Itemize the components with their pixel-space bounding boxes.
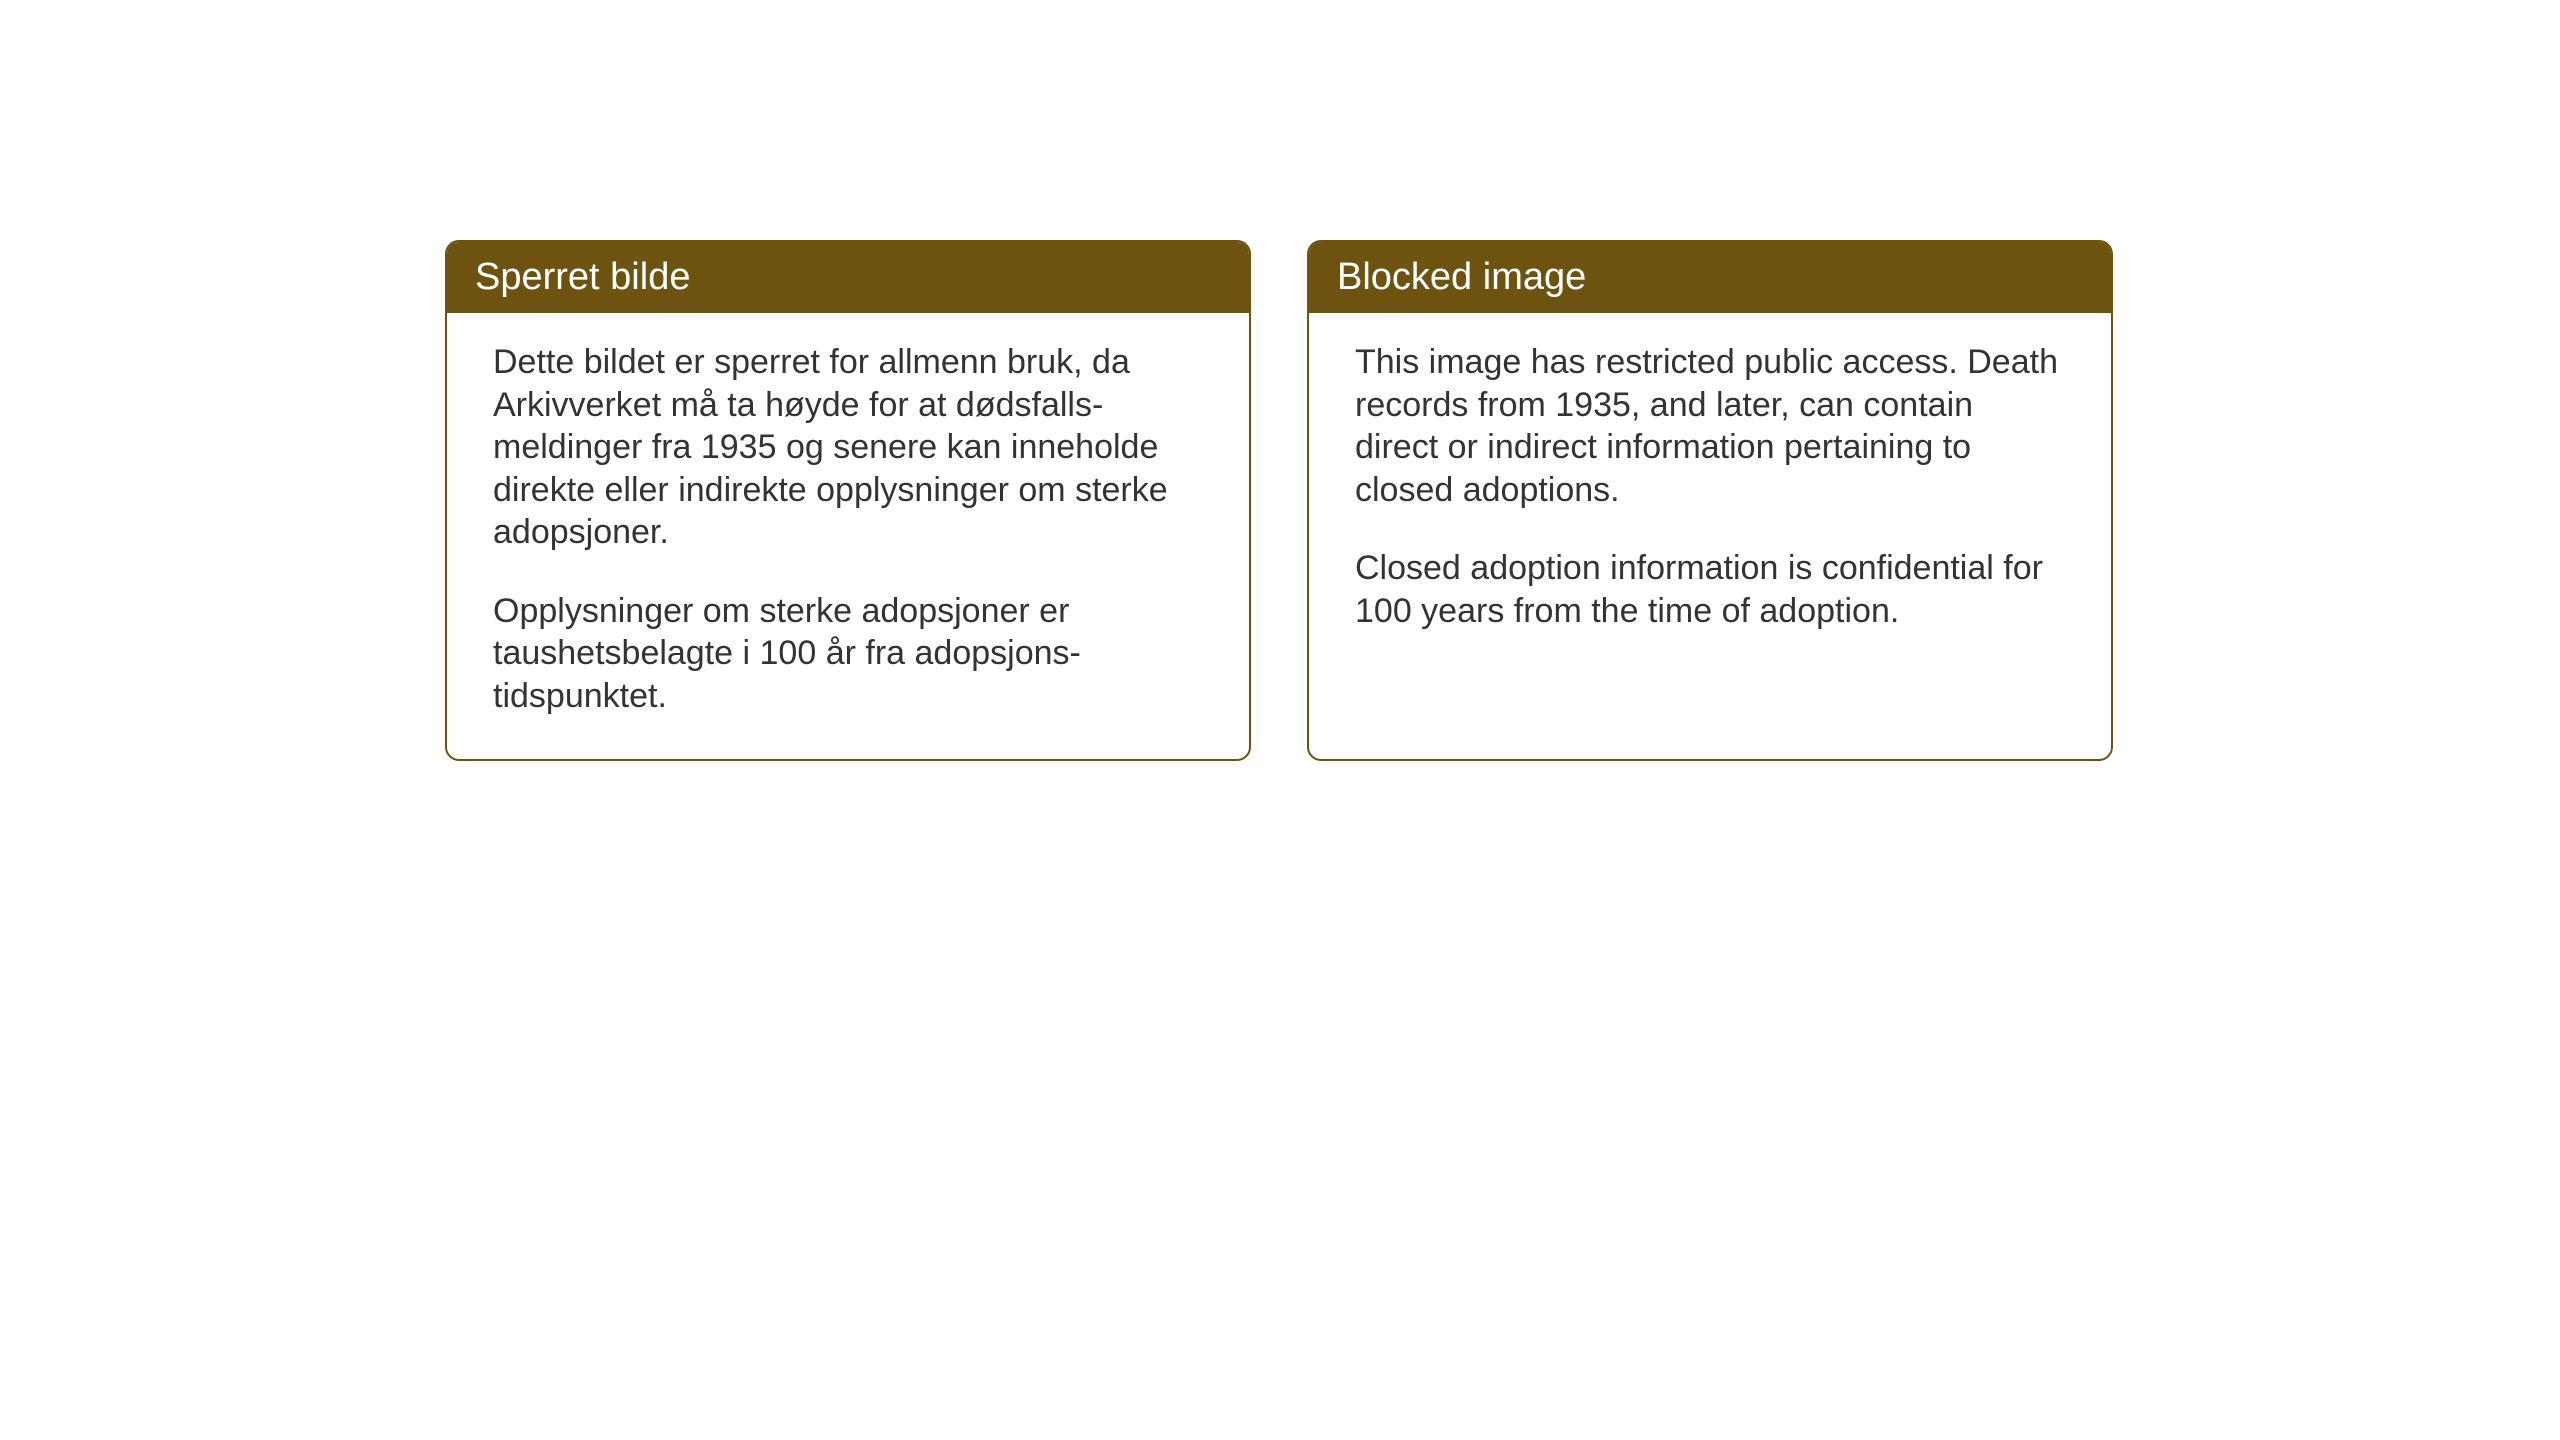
notice-paragraph-1-english: This image has restricted public access.… [1355, 341, 2065, 511]
notice-header-english: Blocked image [1309, 242, 2111, 313]
notice-body-english: This image has restricted public access.… [1309, 313, 2111, 674]
notice-paragraph-2-english: Closed adoption information is confident… [1355, 547, 2065, 632]
notice-container: Sperret bilde Dette bildet er sperret fo… [445, 240, 2113, 761]
notice-body-norwegian: Dette bildet er sperret for allmenn bruk… [447, 313, 1249, 759]
notice-header-norwegian: Sperret bilde [447, 242, 1249, 313]
notice-title-norwegian: Sperret bilde [475, 256, 690, 298]
notice-title-english: Blocked image [1337, 256, 1586, 298]
notice-card-english: Blocked image This image has restricted … [1307, 240, 2113, 761]
notice-paragraph-2-norwegian: Opplysninger om sterke adopsjoner er tau… [493, 590, 1203, 718]
notice-paragraph-1-norwegian: Dette bildet er sperret for allmenn bruk… [493, 341, 1203, 554]
notice-card-norwegian: Sperret bilde Dette bildet er sperret fo… [445, 240, 1251, 761]
